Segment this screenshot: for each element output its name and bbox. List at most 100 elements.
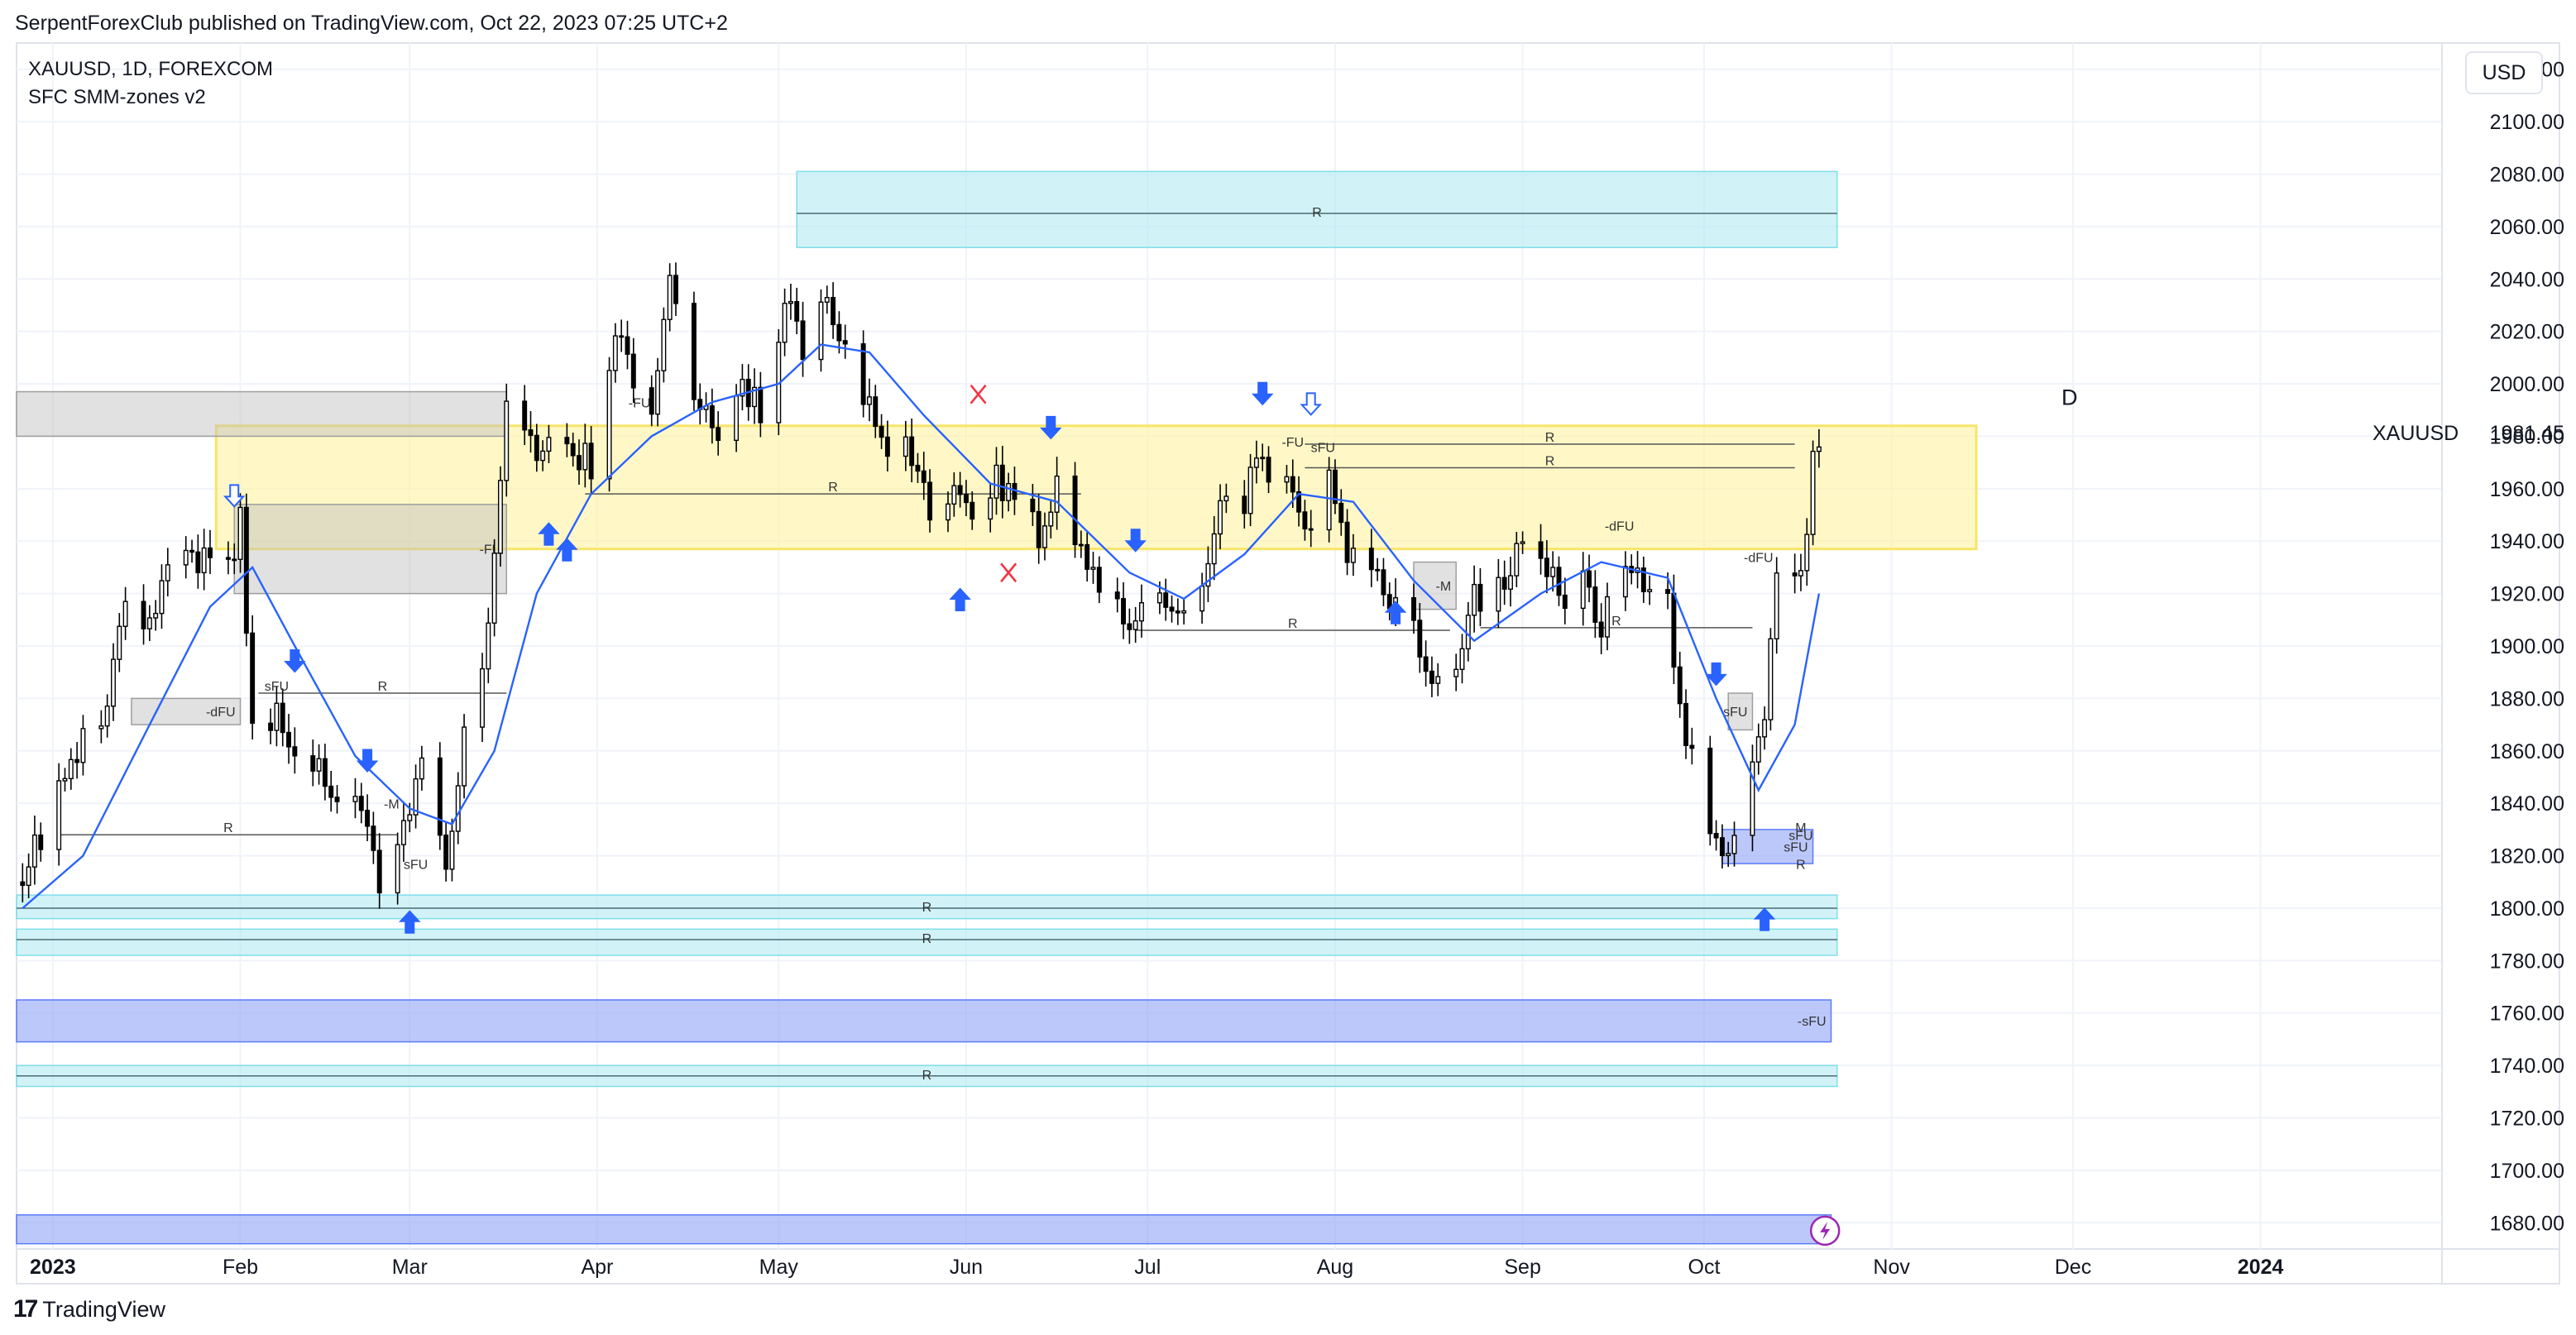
- candle-down: [649, 387, 654, 415]
- candle-down: [842, 340, 848, 345]
- candle-up: [1622, 566, 1628, 598]
- price-tick-label: 1820.00: [2490, 845, 2564, 868]
- candle-down: [915, 464, 921, 472]
- candle-up: [26, 866, 31, 887]
- candle-up: [1762, 719, 1768, 738]
- candle-up: [1453, 668, 1459, 677]
- price-tick-label: 1900.00: [2490, 635, 2564, 658]
- candle-up: [540, 450, 546, 462]
- candle-down: [1562, 594, 1568, 610]
- zone-label: sFU: [1784, 840, 1808, 854]
- candle-up: [1260, 457, 1266, 460]
- symbol-title[interactable]: XAUUSD, 1D, FOREXCOM: [28, 58, 274, 80]
- candle-down: [1477, 583, 1483, 612]
- zone-label: -dFU: [206, 706, 236, 720]
- moving-average-line: [22, 343, 1821, 909]
- candle-up: [1520, 541, 1525, 544]
- candle-up: [480, 668, 485, 728]
- x-mark-icon: [1000, 562, 1017, 583]
- candle-up: [1218, 500, 1223, 535]
- candle-down: [280, 702, 285, 734]
- candle-up: [1054, 475, 1060, 513]
- publish-info: SerpentForexClub published on TradingVie…: [15, 12, 728, 35]
- candle-up: [407, 814, 413, 821]
- candle-down: [1308, 528, 1314, 531]
- candle-down: [141, 601, 146, 629]
- candle-down: [225, 557, 231, 560]
- candle-up: [740, 378, 745, 397]
- tradingview-logo[interactable]: 17 TradingView: [13, 1295, 165, 1323]
- candle-down: [74, 758, 80, 763]
- arrow-up-icon: [398, 910, 421, 934]
- candle-down: [1127, 623, 1132, 630]
- price-and-time-axes[interactable]: 1680.00 1700.00 1720.00 1740.00 1760.00 1780.…: [30, 59, 2564, 1279]
- candle-up: [1798, 570, 1803, 577]
- arrow-down-icon: [356, 749, 379, 773]
- candle-down: [588, 443, 594, 480]
- candle-down: [286, 731, 291, 748]
- candle-up: [419, 757, 424, 780]
- zone-cyan: [16, 894, 1838, 920]
- zone-tag-label: -dFU: [1605, 520, 1635, 534]
- tradingview-wordmark: TradingView: [42, 1296, 165, 1322]
- candle-down: [365, 810, 371, 827]
- candle-up: [1647, 589, 1653, 592]
- price-tick-label: 1700.00: [2490, 1160, 2564, 1183]
- candle-down: [619, 335, 625, 338]
- candle-down: [1169, 606, 1175, 612]
- candle-down: [1175, 610, 1180, 614]
- candle-up: [994, 464, 999, 499]
- candle-down: [534, 434, 539, 462]
- zone-label: R: [922, 932, 932, 946]
- candle-down: [437, 757, 443, 836]
- candle-up: [104, 706, 110, 727]
- candle-down: [716, 427, 721, 442]
- candle-down: [1677, 666, 1683, 705]
- indicator-title[interactable]: SFC SMM-zones v2: [28, 86, 206, 108]
- candle-down: [1121, 598, 1127, 624]
- candle-down: [1096, 567, 1102, 593]
- zone-tag-label: -M: [384, 798, 400, 812]
- candle-up: [1211, 533, 1217, 565]
- candle-down: [334, 797, 340, 802]
- candle-down: [860, 343, 866, 405]
- candle-up: [606, 370, 612, 480]
- r-line-label: R: [223, 821, 233, 835]
- candle-down: [1030, 498, 1036, 513]
- candle-down: [691, 303, 697, 400]
- zone-gray: [233, 504, 507, 595]
- time-tick-label: Jun: [950, 1256, 983, 1279]
- arrow-down-icon: [1300, 392, 1322, 416]
- zone-tag-label: -FU: [629, 397, 651, 411]
- candle-down: [322, 758, 328, 787]
- candle-down: [999, 464, 1005, 501]
- candle-down: [38, 834, 44, 850]
- r-line-label: R: [1288, 617, 1298, 631]
- candle-down: [577, 455, 582, 471]
- candle-down: [1411, 597, 1416, 621]
- candle-up: [1326, 469, 1332, 531]
- candle-up: [1465, 615, 1471, 650]
- candle-up: [1472, 583, 1477, 616]
- candle-up: [153, 612, 159, 619]
- arrow-down-icon: [284, 649, 306, 673]
- candle-down: [570, 443, 576, 457]
- zone-label: R: [922, 901, 932, 915]
- candle-up: [612, 335, 618, 371]
- candle-down: [243, 506, 249, 634]
- candle-up: [1156, 592, 1162, 604]
- time-tick-label: Dec: [2055, 1256, 2091, 1279]
- candle-up: [1459, 648, 1465, 670]
- candle-up: [661, 318, 667, 371]
- candle-down: [1296, 491, 1302, 513]
- zone-tag-label: R: [1796, 858, 1806, 872]
- currency-button[interactable]: USD: [2465, 51, 2543, 94]
- candle-down: [873, 396, 879, 428]
- candle-up: [1514, 543, 1520, 577]
- moving-average-path: [22, 343, 1821, 909]
- candle-up: [80, 728, 86, 763]
- price-tick-label: 1980.00: [2490, 425, 2564, 448]
- candle-down: [1501, 577, 1507, 590]
